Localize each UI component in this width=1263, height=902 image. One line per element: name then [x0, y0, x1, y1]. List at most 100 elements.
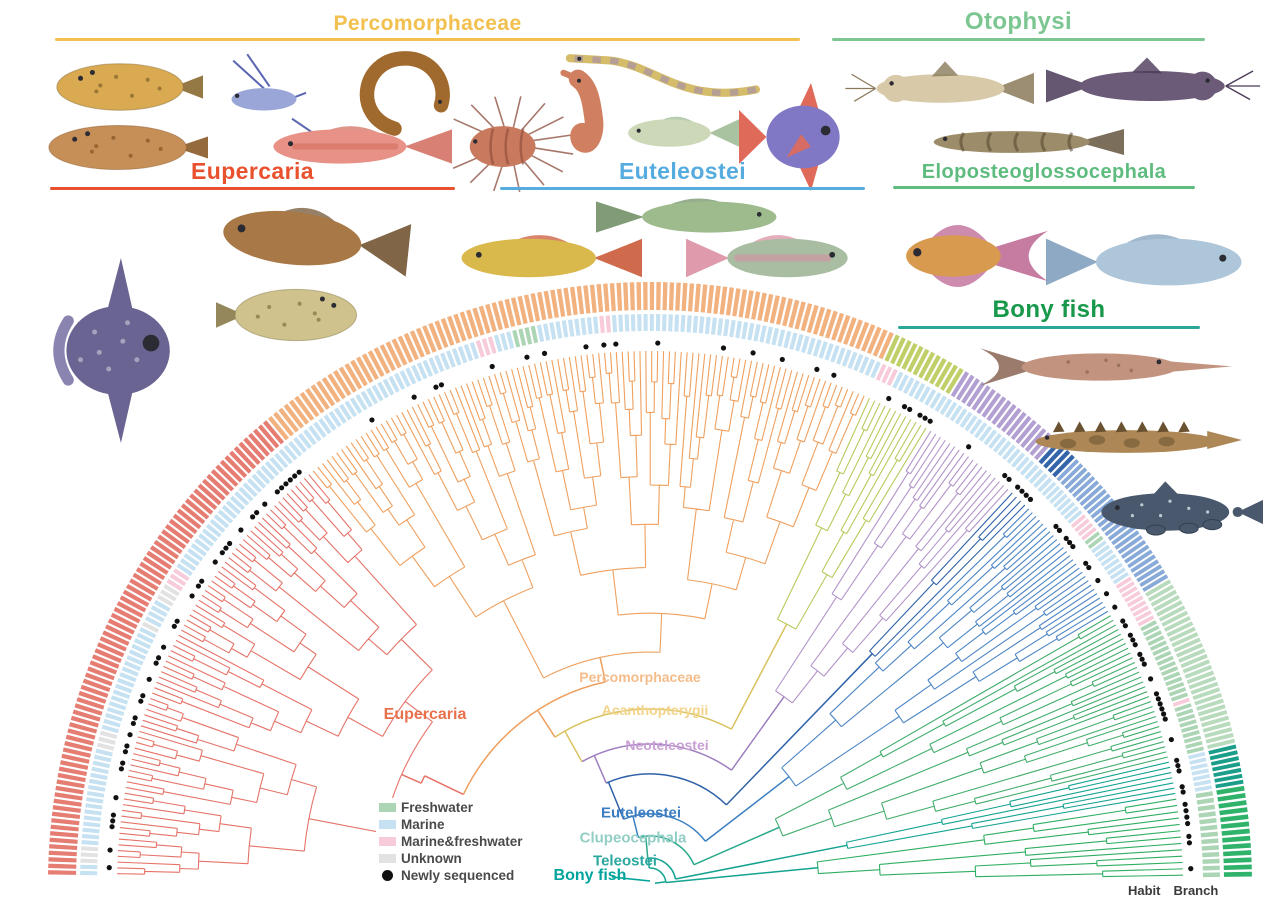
- newly-sequenced-dot: [1132, 642, 1138, 648]
- lionfish-illustration: [452, 96, 574, 193]
- node-label-bony-fish-root: Bony fish: [553, 867, 627, 884]
- node-label-neoteleostei: Neoteleostei: [625, 737, 709, 753]
- newly-sequenced-dot: [189, 593, 195, 599]
- newly-sequenced-dot: [583, 344, 589, 350]
- newly-sequenced-dot: [292, 473, 298, 479]
- newly-sequenced-dot: [124, 743, 130, 749]
- clade-header-bony-fish: Bony fish: [898, 296, 1200, 329]
- newly-sequenced-dot: [1139, 656, 1145, 662]
- legend-item-newly-sequenced: Newly sequenced: [379, 867, 523, 884]
- backbone-early-bony-fish: [649, 866, 818, 885]
- newly-sequenced-dot: [1186, 840, 1193, 846]
- clade-header-label: Eupercaria: [191, 158, 314, 184]
- newly-sequenced-dot: [1095, 577, 1101, 584]
- newly-sequenced-dot: [541, 350, 548, 356]
- newly-sequenced-dot: [113, 795, 119, 801]
- branch-ring-segment: [48, 420, 285, 875]
- subtree-eupercaria: [117, 474, 433, 875]
- anglerfish-illustration: [223, 207, 412, 277]
- clade-header-label: Eloposteoglossocephala: [921, 161, 1167, 183]
- clade-header-underline: [893, 186, 1195, 189]
- clade-header-label: Otophysi: [964, 8, 1073, 35]
- newly-sequenced-dot: [1160, 711, 1167, 717]
- newly-sequenced-dot: [1083, 560, 1089, 566]
- newly-sequenced-dot: [1184, 814, 1190, 820]
- legend-label: Freshwater: [401, 800, 474, 815]
- clade-header-underline: [50, 187, 455, 190]
- newly-sequenced-dot: [140, 693, 146, 699]
- newly-sequenced-dot: [1070, 543, 1076, 550]
- newly-sequenced-dot: [1130, 637, 1136, 643]
- newly-sequenced-dot: [411, 394, 417, 400]
- habitat-legend: Freshwater Marine Marine&freshwater Unkn…: [376, 798, 526, 885]
- newly-sequenced-dot: [1086, 564, 1092, 571]
- newly-sequenced-dot: [1148, 676, 1154, 682]
- newly-sequenced-dot: [907, 406, 913, 413]
- newly-sequenced-dot: [1185, 820, 1191, 827]
- newly-sequenced-dot: [438, 382, 445, 388]
- newly-sequenced-dot: [524, 354, 530, 360]
- catfish-pale-illustration: [845, 61, 1034, 105]
- newly-sequenced-dot: [132, 715, 138, 721]
- newly-sequenced-dot: [1188, 866, 1194, 872]
- newly-sequenced-dot: [901, 404, 908, 410]
- clade-header-underline: [55, 38, 800, 41]
- marine-freshwater-swatch: [379, 837, 396, 846]
- newly-sequenced-dot: [120, 760, 126, 766]
- backbone-percomorphaceae: [462, 657, 607, 795]
- newly-sequenced-dot: [219, 550, 225, 556]
- splitfin-illustration: [273, 126, 452, 164]
- newly-sequenced-dot: [1176, 768, 1182, 774]
- branch-ring-segment: [1056, 459, 1169, 592]
- clade-header-otophysi: Otophysi: [832, 8, 1205, 41]
- backbone-eupercaria: [401, 773, 464, 796]
- newly-sequenced-dot: [1120, 618, 1126, 624]
- newly-sequenced-dot: [146, 676, 152, 682]
- legend-label: Marine&freshwater: [401, 834, 523, 849]
- seahorse-illustration: [560, 69, 604, 153]
- ocean-sunfish-illustration: [53, 258, 170, 443]
- newly-sequenced-dot: [1137, 651, 1143, 657]
- newly-sequenced-dot: [1180, 789, 1186, 795]
- rainbow-trout-illustration: [686, 235, 848, 278]
- ricefish-illustration: [628, 116, 739, 147]
- clade-header-percomorphaceae: Percomorphaceae: [55, 12, 800, 41]
- branch-ring-segment: [267, 281, 894, 441]
- newly-sequenced-dot: [1157, 701, 1163, 707]
- clade-header-label: Percomorphaceae: [333, 12, 522, 35]
- newly-sequenced-dot: [279, 485, 285, 491]
- newly-sequenced-dot: [1122, 623, 1128, 629]
- newly-sequenced-dot: [155, 655, 162, 661]
- marine-swatch: [379, 820, 396, 829]
- branch-ring-segment: [1038, 440, 1075, 478]
- newly-sequenced-dot: [174, 618, 180, 624]
- loach-illustration: [933, 129, 1124, 155]
- newly-sequenced-dot: [106, 865, 112, 871]
- newly-sequenced-dot: [195, 583, 202, 589]
- node-label-percomorphaceae: Percomorphaceae: [579, 669, 701, 685]
- subtree-early-bony-fish: [816, 798, 1183, 878]
- newly-sequenced-dot: [1186, 833, 1192, 839]
- newly-sequenced-dot: [274, 489, 280, 495]
- newly-sequenced-dot: [1127, 632, 1133, 638]
- backbone-otophysi: [638, 826, 780, 866]
- subtree-euteleostei-basal: [781, 508, 1109, 787]
- newly-sequenced-dot: [296, 469, 302, 475]
- newly-sequenced-dot: [238, 527, 244, 533]
- legend-label: Marine: [401, 817, 445, 832]
- clade-header-underline: [500, 187, 865, 190]
- freshwater-swatch: [379, 803, 396, 812]
- newly-sequenced-dot: [655, 340, 661, 346]
- node-label-teleostei: Teleostei: [593, 852, 657, 870]
- newly-sequenced-dot: [227, 540, 233, 547]
- tripodfish-illustration: [231, 53, 318, 137]
- newly-sequenced-dot: [1174, 757, 1180, 763]
- newly-sequenced-dot: [1023, 492, 1029, 498]
- newly-sequenced-dot: [130, 720, 136, 727]
- newly-sequenced-dot: [927, 418, 933, 424]
- newly-sequenced-dot: [1019, 488, 1025, 494]
- clade-header-eupercaria: Eupercaria: [50, 158, 455, 190]
- coelacanth-illustration: [1101, 481, 1263, 536]
